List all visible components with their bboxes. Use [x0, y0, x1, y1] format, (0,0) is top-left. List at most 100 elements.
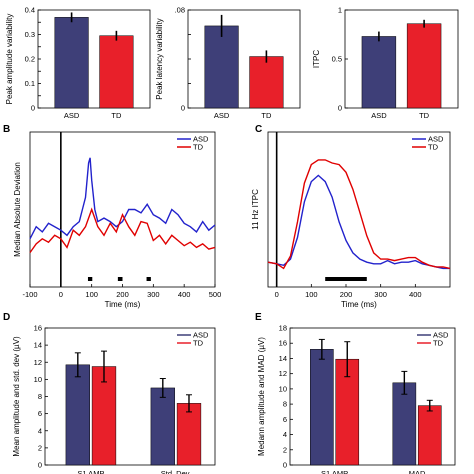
y-tick-label: 0 — [181, 104, 185, 113]
y-tick-label: 16 — [279, 339, 287, 348]
bar-asd — [150, 387, 175, 466]
y-tick-label: 0.2 — [25, 55, 35, 64]
x-tick-label: 0 — [275, 290, 279, 299]
bar-asd — [392, 382, 417, 466]
x-tick-label: 300 — [147, 290, 160, 299]
y-tick-label: 14 — [279, 354, 287, 363]
y-axis-label: Peak amplitude variability — [5, 14, 14, 105]
bar-asd — [361, 36, 397, 109]
bar-td — [99, 35, 134, 109]
panel-letter-e: E — [255, 312, 262, 323]
chart-a3: 0 0.5 1 ITPC ASD TD — [312, 6, 459, 120]
y-tick-label: 2 — [38, 443, 42, 452]
y-tick-label: 0.5 — [332, 55, 342, 64]
y-tick-label: 6 — [283, 415, 287, 424]
x-tick-label: Std. Dev. — [161, 469, 191, 474]
bar-td — [406, 23, 442, 109]
x-tick-label: S1 AMP — [77, 469, 104, 474]
chart-d: 0 2 4 6 8 10 12 14 16 Mean amplitude and std. dev… — [12, 324, 216, 474]
chart-a2: 0 .08 Peak latency variability ASD TD — [155, 6, 301, 120]
y-tick-label: 0 — [31, 104, 35, 113]
x-tick-label: 300 — [374, 290, 387, 299]
y-axis-label: Medann amplitude and MAD (µV) — [257, 337, 266, 456]
panel-letter-b: B — [3, 124, 10, 135]
y-tick-label: 18 — [279, 324, 287, 333]
x-tick-label: ASD — [64, 111, 80, 120]
y-tick-label: 0.3 — [25, 30, 35, 39]
series-line-asd — [29, 157, 216, 240]
x-tick-label: 0 — [59, 290, 63, 299]
significance-bar — [87, 277, 93, 281]
x-tick-label: MAD — [409, 469, 426, 474]
x-tick-label: TD — [111, 111, 122, 120]
significance-bar — [117, 277, 123, 281]
y-tick-label: 1 — [338, 6, 342, 15]
legend-label: TD — [428, 143, 439, 152]
y-tick-label: 8 — [283, 400, 287, 409]
x-tick-label: TD — [261, 111, 272, 120]
plot-frame-B — [29, 131, 216, 288]
bar-asd — [54, 17, 89, 109]
y-tick-label: 16 — [34, 324, 42, 333]
bar-asd — [204, 25, 239, 109]
y-tick-label: 2 — [283, 445, 287, 454]
y-tick-label: 0.1 — [25, 79, 35, 88]
charts-group: 0 0.1 0.2 0.3 0.4 Peak amplitude variability A… — [5, 6, 459, 474]
x-tick-label: -100 — [22, 290, 37, 299]
y-axis-label: Median Absolute Deviation — [13, 162, 22, 257]
y-axis-label: Peak latency variability — [155, 18, 164, 99]
x-tick-label: 100 — [85, 290, 98, 299]
chart-e: 0 2 4 6 8 10 12 14 16 18 Medann amplitude and MAD … — [257, 324, 456, 474]
bar-asd — [310, 349, 334, 466]
bar-asd — [65, 364, 90, 466]
series-line-asd — [267, 174, 450, 270]
bar-td — [176, 403, 202, 466]
series-line-td — [29, 207, 216, 254]
legend-label: ASD — [193, 331, 209, 340]
y-tick-label: .08 — [175, 6, 185, 15]
x-tick-label: 200 — [116, 290, 129, 299]
y-tick-label: 4 — [283, 430, 287, 439]
legend-label: TD — [193, 143, 204, 152]
y-tick-label: 6 — [38, 409, 42, 418]
y-axis-label: Mean amplitude and std. dev (µV) — [12, 336, 21, 457]
y-axis-label: ITPC — [312, 50, 321, 68]
y-tick-label: 14 — [34, 341, 42, 350]
panel-letter-d: D — [3, 312, 10, 323]
x-tick-label: 500 — [209, 290, 222, 299]
plot-frame-E — [289, 327, 456, 466]
y-tick-label: 0.4 — [25, 6, 35, 15]
chart-a1: 0 0.1 0.2 0.3 0.4 Peak amplitude variability A… — [5, 6, 151, 120]
x-tick-label: 200 — [340, 290, 353, 299]
x-tick-label: TD — [419, 111, 430, 120]
legend-label: TD — [193, 339, 204, 348]
chart-b: Median Absolute Deviation -100 0 100 200 300 4… — [13, 131, 222, 309]
x-tick-label: 400 — [178, 290, 191, 299]
bar-td — [249, 56, 284, 109]
bar-td — [417, 405, 442, 466]
y-tick-label: 0 — [283, 461, 287, 470]
x-tick-label: ASD — [214, 111, 230, 120]
plot-frame-C — [267, 131, 451, 288]
legend-label: ASD — [193, 135, 209, 144]
x-tick-label: 400 — [409, 290, 422, 299]
x-tick-label: S1 AMP — [321, 469, 348, 474]
y-tick-label: 0 — [38, 461, 42, 470]
x-axis-label: Time (ms) — [105, 300, 141, 309]
x-tick-label: 100 — [305, 290, 318, 299]
y-tick-label: 4 — [38, 426, 42, 435]
significance-bar — [146, 277, 151, 281]
y-tick-label: 12 — [34, 358, 42, 367]
y-axis-label: 11 Hz ITPC — [251, 189, 260, 230]
panel-letter-c: C — [255, 124, 262, 135]
x-axis-label: Time (ms) — [341, 300, 377, 309]
legend-label: TD — [433, 339, 444, 348]
y-tick-label: 10 — [279, 384, 287, 393]
y-tick-label: 8 — [38, 392, 42, 401]
x-tick-label: ASD — [371, 111, 387, 120]
series-line-td — [267, 159, 451, 270]
legend-label: ASD — [428, 135, 444, 144]
y-tick-label: 12 — [279, 369, 287, 378]
